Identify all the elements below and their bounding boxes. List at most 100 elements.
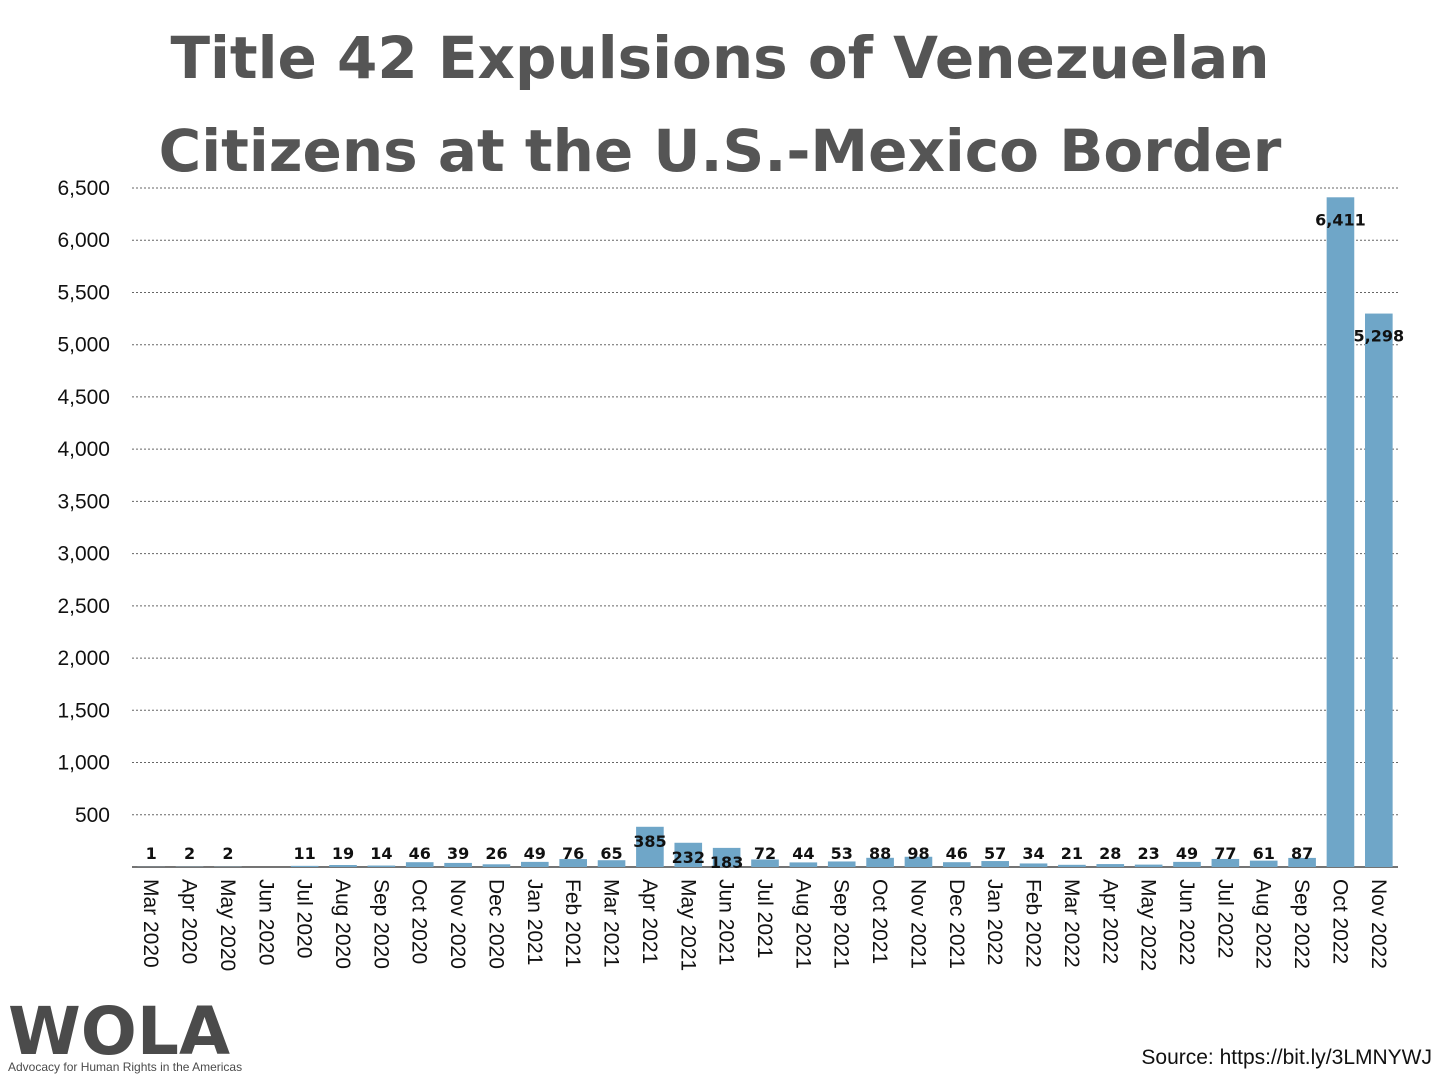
bar: [1211, 858, 1240, 867]
bar: [1134, 864, 1163, 867]
x-tick-label: Jun 2020: [254, 879, 277, 965]
wola-logo: WOLA: [8, 998, 230, 1070]
logo-wordmark: WOLA: [8, 998, 230, 1070]
bar: [1058, 864, 1086, 867]
x-tick-label: Nov 2022: [1367, 879, 1390, 969]
logo-tagline: Advocacy for Human Rights in the America…: [8, 1060, 243, 1074]
x-tick-label: Sep 2022: [1290, 879, 1313, 969]
data-label: 5,298: [1354, 327, 1405, 346]
x-tick-label: Mar 2021: [600, 879, 623, 968]
x-tick-label: Aug 2022: [1252, 879, 1275, 969]
data-label: 44: [792, 844, 814, 863]
x-tick-label: Oct 2020: [408, 879, 431, 964]
source-note: Source: https://bit.ly/3LMNYWJ: [1141, 1046, 1432, 1069]
x-tick-label: Mar 2020: [139, 879, 162, 968]
x-tick-label: Jun 2022: [1175, 879, 1198, 965]
x-tick-label: Dec 2021: [945, 879, 968, 969]
x-tick-label: Jan 2022: [983, 879, 1006, 965]
bar: [1096, 864, 1125, 867]
x-tick-label: Nov 2021: [906, 879, 929, 969]
x-tick-label: Apr 2022: [1098, 879, 1121, 964]
data-label: 28: [1099, 844, 1121, 863]
data-label: 39: [447, 844, 469, 863]
x-tick-label: May 2020: [216, 879, 239, 971]
chart-title: Title 42 Expulsions of Venezuelan Citize…: [158, 24, 1282, 185]
data-label: 53: [831, 844, 853, 863]
y-tick-label: 6,500: [57, 177, 110, 200]
bar: [712, 847, 741, 867]
data-label: 2: [222, 844, 233, 863]
x-tick-label: Oct 2021: [868, 879, 891, 964]
x-tick-label: Jul 2020: [293, 879, 316, 958]
data-label: 2: [184, 844, 195, 863]
bar: [521, 861, 549, 867]
bar: [329, 865, 357, 867]
x-tick-label: Apr 2021: [638, 879, 661, 964]
bar: [904, 856, 933, 867]
data-label: 61: [1253, 844, 1275, 863]
y-tick-label: 3,000: [57, 543, 110, 566]
y-tick-label: 3,500: [57, 490, 110, 513]
y-tick-label: 6,000: [57, 229, 110, 252]
x-tick-label: Feb 2022: [1022, 879, 1045, 968]
y-tick-label: 500: [75, 804, 110, 827]
data-label: 183: [710, 853, 743, 872]
x-tick-label: Jul 2022: [1213, 879, 1236, 958]
bar: [866, 857, 894, 867]
bar: [827, 861, 856, 867]
x-tick-label: Jun 2021: [715, 879, 738, 965]
x-tick-label: Nov 2020: [446, 879, 469, 969]
y-tick-label: 1,500: [57, 699, 110, 722]
x-tick-label: Apr 2020: [178, 879, 201, 964]
data-label: 88: [869, 844, 891, 863]
bar: [290, 865, 319, 867]
y-tick-label: 4,500: [57, 386, 110, 409]
x-tick-label: May 2021: [676, 879, 699, 971]
bar: [674, 842, 703, 867]
data-label: 19: [332, 844, 354, 863]
y-tick-label: 2,000: [57, 647, 110, 670]
bar: [367, 865, 396, 867]
data-label: 23: [1138, 844, 1160, 863]
bar: [444, 862, 472, 867]
bar: [405, 862, 434, 867]
data-label: 57: [984, 844, 1006, 863]
data-label: 98: [907, 844, 929, 863]
data-label: 232: [672, 848, 705, 867]
y-tick-label: 5,500: [57, 281, 110, 304]
x-tick-label: Dec 2020: [484, 879, 507, 969]
bar: [789, 862, 818, 867]
bar: [1019, 863, 1048, 867]
x-tick-label: Feb 2021: [561, 879, 584, 968]
bar: [943, 862, 971, 867]
x-tick-label: Oct 2022: [1328, 879, 1351, 964]
bar: [1326, 197, 1355, 868]
data-label: 14: [370, 844, 392, 863]
data-label: 385: [633, 832, 666, 851]
x-tick-label: Aug 2020: [331, 879, 354, 969]
y-tick-label: 5,000: [57, 334, 110, 357]
x-tick-label: Jul 2021: [753, 879, 776, 958]
data-label: 26: [485, 844, 507, 863]
bar: [1288, 857, 1316, 867]
data-label: 11: [294, 844, 316, 863]
x-tick-label: Jan 2021: [523, 879, 546, 965]
data-label: 46: [946, 844, 968, 863]
y-tick-label: 1,000: [57, 752, 110, 775]
data-label: 76: [562, 844, 584, 863]
bar: [981, 861, 1009, 867]
bar: [597, 860, 626, 867]
y-tick-label: 4,000: [57, 438, 110, 461]
bar: [1365, 313, 1393, 868]
data-label: 65: [600, 844, 622, 863]
bar: [1249, 860, 1278, 867]
data-label: 34: [1022, 844, 1044, 863]
data-label: 72: [754, 844, 776, 863]
x-tick-label: Aug 2021: [791, 879, 814, 969]
bar-chart: 500 1,000 1,500 2,000 2,500 3,000 3,500 4,000 4,…: [57, 177, 1405, 971]
bar: [482, 864, 511, 867]
x-tick-label: May 2022: [1137, 879, 1160, 971]
x-tick-label: Sep 2020: [369, 879, 392, 969]
x-tick-label: Mar 2022: [1060, 879, 1083, 968]
data-label: 46: [409, 844, 431, 863]
